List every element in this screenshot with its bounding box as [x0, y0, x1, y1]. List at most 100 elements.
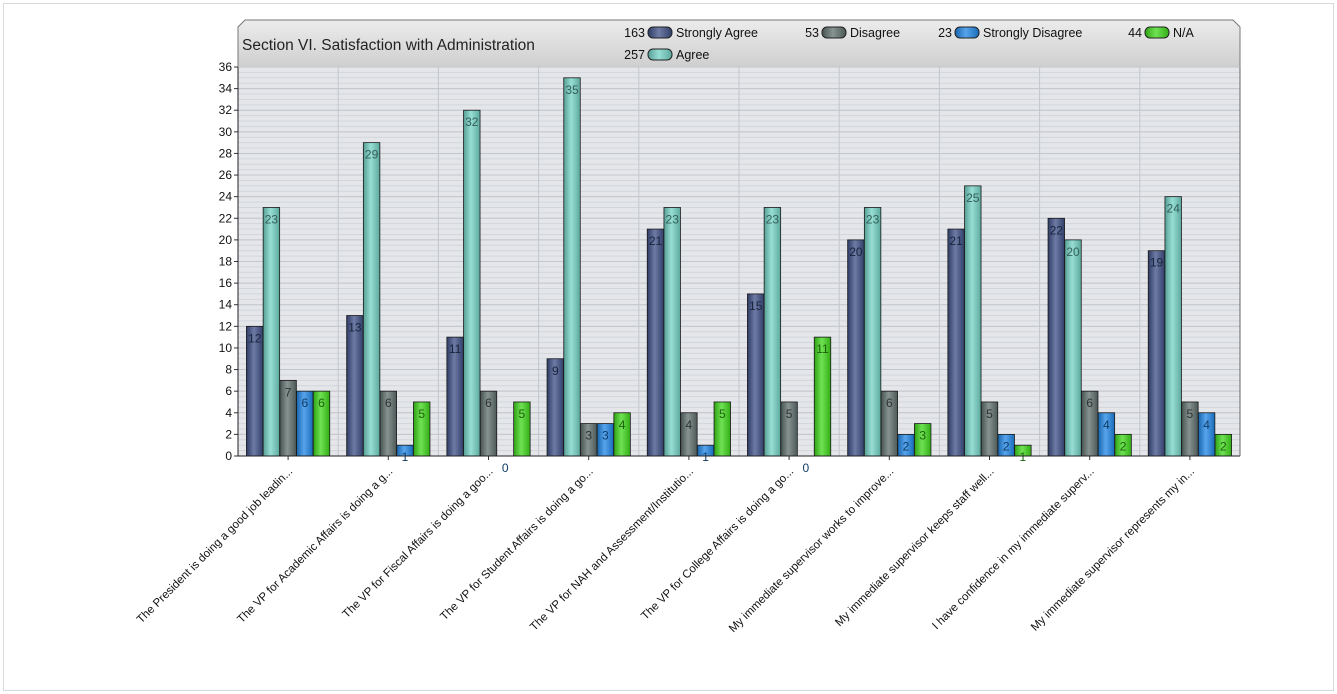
- bar: [563, 77, 581, 457]
- data-label: 5: [519, 407, 526, 421]
- data-label: 23: [766, 212, 780, 226]
- legend-item-disagree: 53 Disagree: [805, 26, 900, 40]
- data-label: 3: [919, 429, 926, 443]
- data-label: 6: [485, 396, 492, 410]
- y-tick-label: 4: [225, 406, 232, 420]
- data-label: 2: [1003, 439, 1010, 453]
- data-label: 6: [886, 396, 893, 410]
- data-label: 20: [1066, 245, 1080, 259]
- data-label: 6: [1086, 396, 1093, 410]
- legend-item-agree: 257 Agree: [624, 48, 709, 62]
- bar: [1164, 196, 1182, 457]
- data-label: 5: [1187, 407, 1194, 421]
- data-label: 7: [285, 385, 292, 399]
- y-tick-label: 28: [219, 146, 233, 160]
- bar: [1064, 239, 1082, 457]
- data-label: 6: [301, 396, 308, 410]
- data-label: 24: [1167, 202, 1181, 216]
- legend-item-strongly-agree: 163 Strongly Agree: [624, 26, 758, 40]
- legend-swatch: [954, 26, 980, 39]
- legend-total: 23: [938, 26, 952, 40]
- data-label: 4: [1103, 418, 1110, 432]
- data-label: 6: [318, 396, 325, 410]
- bar: [663, 207, 681, 457]
- y-tick-label: 22: [219, 211, 233, 225]
- y-tick-label: 30: [219, 125, 233, 139]
- data-label: 1: [702, 450, 709, 464]
- data-label: 2: [903, 439, 910, 453]
- data-label: 6: [385, 396, 392, 410]
- data-label: 2: [1220, 439, 1227, 453]
- legend-total: 163: [624, 26, 645, 40]
- x-tick-label: My immediate supervisor keeps staff well…: [833, 466, 996, 629]
- x-tick-label: My immediate supervisor represents my in…: [1029, 466, 1197, 634]
- bar: [747, 293, 765, 457]
- bar: [346, 315, 364, 457]
- x-tick-label: I have confidence in my immediate superv…: [930, 466, 1097, 633]
- data-label: 0: [502, 461, 509, 475]
- data-label: 5: [986, 407, 993, 421]
- x-tick-label: The VP for Academic Affairs is doing a g…: [235, 466, 395, 626]
- data-label: 23: [866, 212, 880, 226]
- data-label: 4: [619, 418, 626, 432]
- data-label: 29: [365, 148, 379, 162]
- y-tick-label: 34: [219, 82, 233, 96]
- bar: [362, 142, 381, 457]
- bar: [863, 207, 882, 457]
- y-tick-label: 0: [225, 449, 232, 463]
- data-label: 25: [966, 191, 980, 205]
- data-label: 5: [786, 407, 793, 421]
- data-label: 4: [686, 418, 693, 432]
- legend-swatch: [821, 26, 847, 39]
- bar: [763, 207, 782, 457]
- bar: [646, 228, 665, 457]
- legend-label: N/A: [1173, 26, 1195, 40]
- bar: [947, 228, 965, 457]
- x-tick-label: My immediate supervisor works to improve…: [727, 466, 896, 635]
- bar: [847, 239, 865, 457]
- data-label: 23: [666, 212, 680, 226]
- y-tick-label: 8: [225, 363, 232, 377]
- legend-total: 257: [624, 48, 645, 62]
- data-label: 13: [348, 321, 362, 335]
- legend-label: Agree: [676, 48, 709, 62]
- y-tick-label: 6: [225, 384, 232, 398]
- y-tick-label: 26: [219, 168, 233, 182]
- bar: [246, 325, 264, 457]
- data-label: 1: [1020, 450, 1027, 464]
- legend-item-n-a: 44 N/A: [1128, 26, 1194, 40]
- data-label: 23: [265, 212, 279, 226]
- y-tick-label: 2: [225, 427, 232, 441]
- y-tick-label: 36: [219, 60, 233, 74]
- data-label: 5: [719, 407, 726, 421]
- data-label: 19: [1150, 256, 1164, 270]
- legend-item-strongly-disagree: 23 Strongly Disagree: [938, 26, 1082, 40]
- y-tick-label: 16: [219, 276, 233, 290]
- x-tick-label: The President is doing a good job leadin…: [135, 466, 295, 626]
- bar: [463, 109, 481, 457]
- legend-label: Strongly Disagree: [983, 26, 1082, 40]
- bar: [964, 185, 982, 457]
- legend-total: 44: [1128, 26, 1142, 40]
- data-label: 21: [949, 234, 963, 248]
- y-tick-label: 24: [219, 190, 233, 204]
- y-tick-label: 12: [219, 319, 233, 333]
- legend-swatch: [647, 48, 673, 61]
- chart-title: Section VI. Satisfaction with Administra…: [242, 37, 535, 54]
- data-label: 32: [465, 115, 479, 129]
- x-tick-label: The VP for NAH and Assessment/Institutio…: [528, 466, 696, 634]
- y-tick-label: 20: [219, 233, 233, 247]
- data-label: 3: [602, 429, 609, 443]
- y-tick-label: 18: [219, 255, 233, 269]
- legend-swatch: [1144, 26, 1170, 39]
- data-label: 12: [248, 331, 262, 345]
- data-label: 35: [565, 83, 579, 97]
- data-label: 22: [1050, 223, 1064, 237]
- legend-label: Disagree: [850, 26, 900, 40]
- data-label: 20: [849, 245, 863, 259]
- legend-label: Strongly Agree: [676, 26, 758, 40]
- bar: [262, 207, 281, 457]
- bar: [1047, 217, 1065, 457]
- data-label: 4: [1203, 418, 1210, 432]
